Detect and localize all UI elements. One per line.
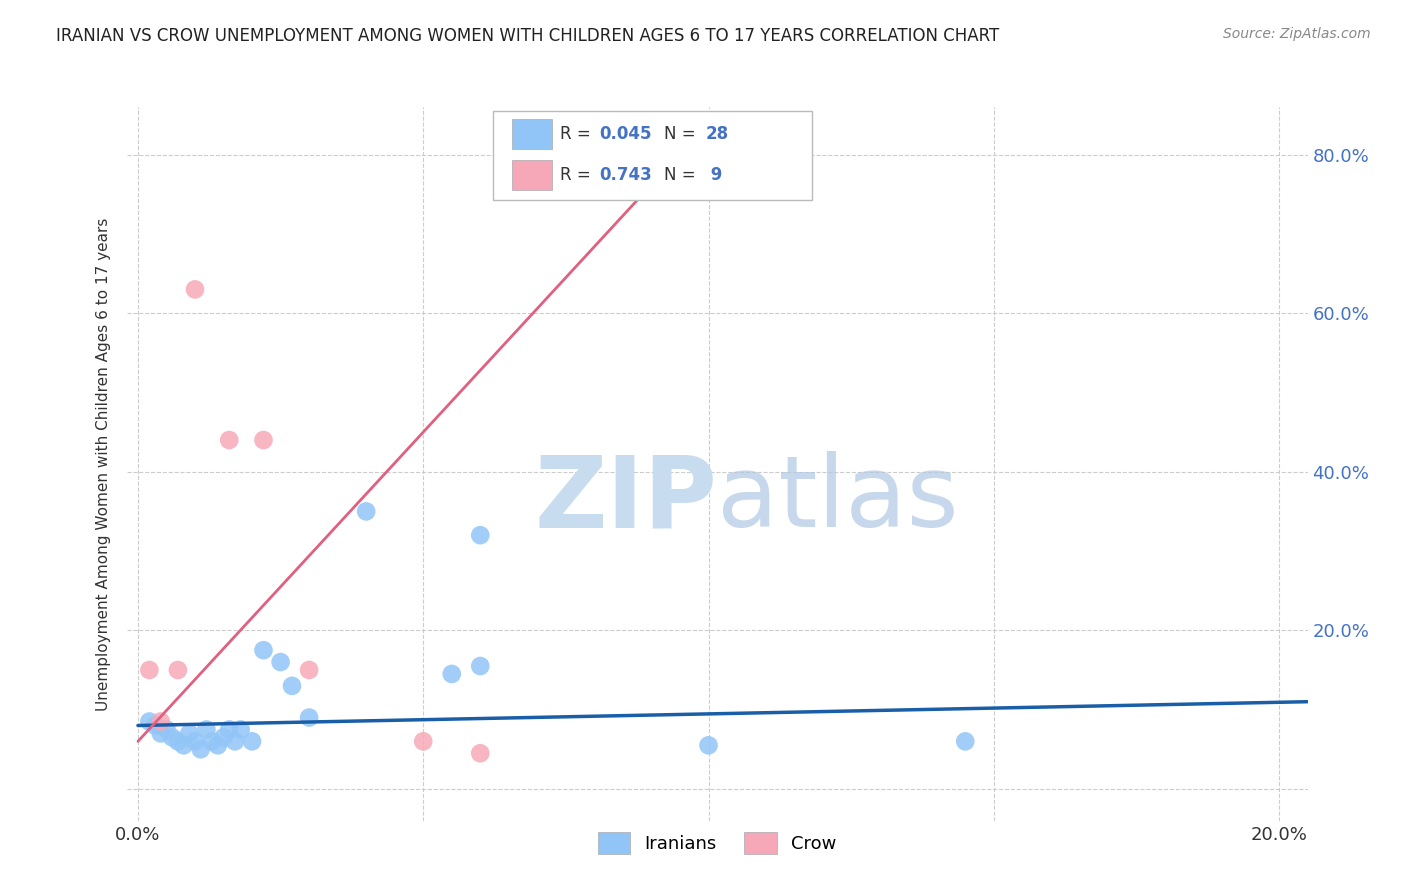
Point bbox=[955, 734, 977, 748]
Point bbox=[160, 731, 183, 745]
Text: 0.743: 0.743 bbox=[599, 166, 652, 184]
Point bbox=[412, 734, 434, 748]
Point bbox=[470, 528, 492, 542]
Point bbox=[149, 726, 172, 740]
Text: ZIP: ZIP bbox=[534, 451, 717, 548]
FancyBboxPatch shape bbox=[512, 119, 551, 149]
Point bbox=[229, 723, 252, 737]
Point bbox=[138, 663, 160, 677]
Point bbox=[190, 742, 212, 756]
Text: R =: R = bbox=[560, 125, 596, 143]
Point bbox=[252, 433, 274, 447]
Point bbox=[167, 663, 190, 677]
Point bbox=[143, 718, 166, 732]
Point bbox=[212, 731, 235, 745]
Point bbox=[179, 726, 201, 740]
Point bbox=[697, 739, 720, 753]
Point bbox=[270, 655, 292, 669]
Point bbox=[218, 723, 240, 737]
Legend: Iranians, Crow: Iranians, Crow bbox=[591, 825, 844, 862]
Text: atlas: atlas bbox=[717, 451, 959, 548]
Point bbox=[470, 746, 492, 760]
Text: N =: N = bbox=[664, 125, 700, 143]
Point bbox=[184, 734, 207, 748]
Point bbox=[354, 504, 377, 518]
Point bbox=[155, 723, 177, 737]
Point bbox=[201, 734, 224, 748]
FancyBboxPatch shape bbox=[512, 160, 551, 190]
Text: 28: 28 bbox=[706, 125, 728, 143]
Text: 0.045: 0.045 bbox=[599, 125, 651, 143]
Point bbox=[298, 663, 321, 677]
Point bbox=[298, 710, 321, 724]
Point bbox=[224, 734, 246, 748]
Y-axis label: Unemployment Among Women with Children Ages 6 to 17 years: Unemployment Among Women with Children A… bbox=[96, 217, 111, 711]
Point bbox=[207, 739, 229, 753]
Text: R =: R = bbox=[560, 166, 596, 184]
Point bbox=[252, 643, 274, 657]
FancyBboxPatch shape bbox=[492, 111, 811, 200]
Point bbox=[149, 714, 172, 729]
Text: IRANIAN VS CROW UNEMPLOYMENT AMONG WOMEN WITH CHILDREN AGES 6 TO 17 YEARS CORREL: IRANIAN VS CROW UNEMPLOYMENT AMONG WOMEN… bbox=[56, 27, 1000, 45]
Point bbox=[195, 723, 218, 737]
Point bbox=[470, 659, 492, 673]
Point bbox=[167, 734, 190, 748]
Point bbox=[173, 739, 195, 753]
Point bbox=[440, 667, 463, 681]
Text: 9: 9 bbox=[706, 166, 723, 184]
Point bbox=[281, 679, 304, 693]
Point bbox=[184, 282, 207, 296]
Point bbox=[218, 433, 240, 447]
Point bbox=[240, 734, 263, 748]
Point bbox=[138, 714, 160, 729]
Text: N =: N = bbox=[664, 166, 700, 184]
Text: Source: ZipAtlas.com: Source: ZipAtlas.com bbox=[1223, 27, 1371, 41]
